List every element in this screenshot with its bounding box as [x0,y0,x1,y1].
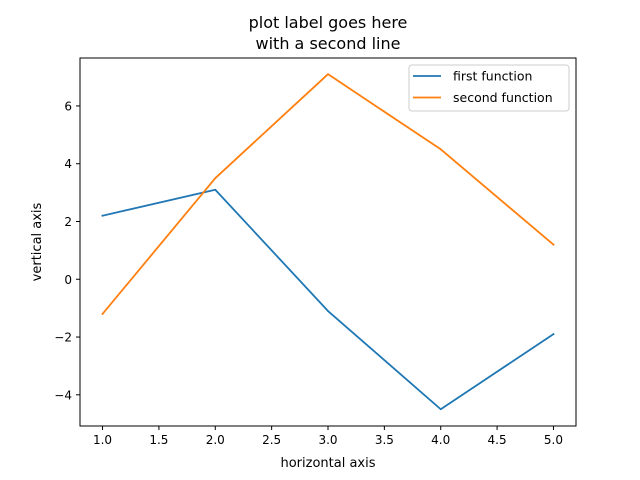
series-1-point [214,188,217,191]
x-axis-ticks: 1.0 1.5 2.0 2.5 3.0 3.5 4.0 4.5 5.0 [93,426,563,447]
y-tick-label: −2 [54,331,72,345]
series-2-point [439,148,442,151]
legend-label-1: first function [453,69,532,84]
x-tick-label: 5.0 [544,433,563,447]
y-tick-label: −4 [54,388,72,402]
series-2-point [327,73,329,76]
x-axis-label: horizontal axis [280,456,375,471]
x-tick-label: 4.5 [488,433,507,447]
chart-title-line-2: with a second line [256,34,401,53]
y-tick-label: 2 [64,215,72,229]
series-1-point [439,408,442,411]
series-1-point [552,333,555,336]
x-tick-label: 1.0 [93,433,112,447]
x-tick-label: 3.5 [375,433,394,447]
legend: first function second function [408,64,570,112]
series-layer [101,73,555,411]
legend-label-2: second function [453,90,553,105]
y-tick-label: 6 [64,99,72,113]
chart-title-line-1: plot label goes here [249,13,408,32]
legend-entries: first function second function [413,69,553,105]
x-tick-label: 2.0 [206,433,225,447]
y-axis-label: vertical axis [30,202,45,281]
legend-box [408,64,570,112]
series-2-point [552,243,555,246]
y-tick-label: 4 [64,157,72,171]
x-tick-label: 3.0 [318,433,337,447]
plot-area-frame [79,57,577,427]
x-tick-label: 2.5 [262,433,281,447]
series-2-point [214,177,217,180]
x-tick-label: 4.0 [431,433,450,447]
series-2-point [101,313,104,315]
y-axis-ticks: −4 −2 0 2 4 6 [54,99,80,402]
x-tick-label: 1.5 [149,433,168,447]
series-1-point [327,310,329,312]
series-1-point [101,214,104,217]
y-tick-label: 0 [64,273,72,287]
